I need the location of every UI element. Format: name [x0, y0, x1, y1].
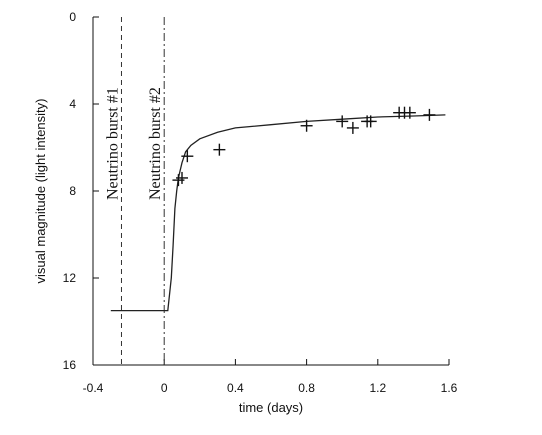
x-tick-label: 0.8: [298, 381, 315, 395]
data-point: [176, 171, 188, 184]
neutrino-burst-label: Neutrino burst #2: [147, 87, 164, 200]
x-tick-label: 0.4: [227, 381, 244, 395]
y-tick-label: 0: [69, 10, 76, 24]
annotations: Neutrino burst #1 Neutrino burst #2: [104, 17, 165, 365]
neutrino-burst-label: Neutrino burst #1: [104, 87, 121, 200]
y-tick-label: 12: [63, 271, 77, 285]
light-curve-line: [110, 114, 446, 312]
data-point: [364, 115, 377, 128]
y-tick-label: 8: [69, 184, 76, 198]
y-tick-label: 4: [69, 97, 76, 111]
data-point: [346, 121, 359, 134]
x-tick-label: -0.4: [83, 381, 104, 395]
data-point: [300, 119, 313, 132]
x-tick-label: 1.2: [369, 381, 386, 395]
x-tick-label: 1.6: [441, 381, 458, 395]
series: [110, 106, 446, 312]
y-axis-title: visual magnitude (light intensity): [33, 99, 48, 284]
x-tick-label: 0: [161, 381, 168, 395]
x-axis-title: time (days): [239, 400, 303, 415]
ticks: -0.4 0 0.4 0.8 1.2 1.6 0 4 8 12 16: [63, 10, 458, 395]
data-point: [181, 150, 194, 163]
data-point: [336, 115, 349, 128]
data-point: [213, 143, 226, 156]
data-point: [423, 108, 436, 121]
data-point: [403, 106, 416, 119]
y-tick-label: 16: [63, 358, 77, 372]
